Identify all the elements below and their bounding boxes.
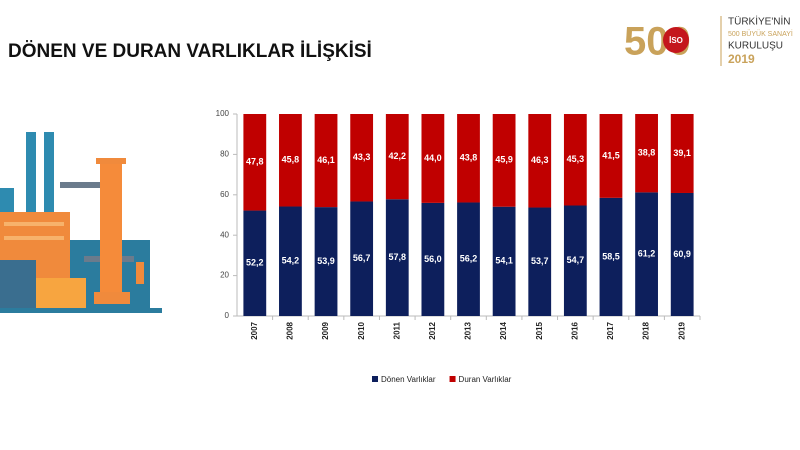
bar-segment: [635, 192, 658, 316]
bar-segment: [563, 114, 587, 206]
x-tick-label: 2017: [606, 321, 615, 339]
bar-segment: [635, 114, 658, 193]
factory-illustration: [0, 132, 162, 313]
logo-line1: TÜRKİYE'NİN: [728, 15, 790, 28]
value-label: 52,2: [246, 258, 264, 268]
bar-segment: [243, 210, 267, 316]
value-label: 43,3: [353, 152, 371, 162]
logo-line3: KURULUŞU: [728, 41, 783, 52]
bar-segment: [385, 114, 409, 200]
value-label: 58,5: [602, 251, 620, 261]
legend-swatch: [372, 376, 378, 382]
value-label: 53,7: [531, 256, 549, 266]
logo-badge: İSO: [669, 36, 683, 45]
bar-segment: [279, 114, 302, 207]
bar-segment: [314, 207, 338, 316]
value-label: 56,0: [424, 254, 442, 264]
bar-segment: [385, 199, 409, 316]
value-label: 56,2: [460, 254, 478, 264]
y-tick-label: 40: [220, 230, 229, 239]
y-tick-label: 80: [220, 150, 229, 159]
bar-segment: [670, 192, 694, 316]
bar-segment: [492, 206, 516, 316]
bar-segment: [599, 114, 623, 198]
logo-year: 2019: [728, 52, 755, 66]
bar-segment: [421, 202, 445, 316]
x-tick-label: 2014: [499, 321, 508, 339]
value-label: 54,7: [567, 255, 585, 265]
logo-line2: 500 BÜYÜK SANAYİ: [728, 29, 793, 38]
bar-segment: [528, 207, 552, 316]
x-tick-label: 2015: [535, 321, 544, 339]
logo: 500 İSO TÜRKİYE'NİN 500 BÜYÜK SANAYİ KUR…: [624, 15, 793, 67]
logo-badge-circle: [663, 27, 689, 53]
bar-segment: [457, 202, 480, 316]
value-label: 47,8: [246, 157, 264, 167]
bar-segment: [421, 114, 445, 203]
value-label: 60,9: [673, 249, 691, 259]
bar-segment: [670, 114, 694, 193]
slide-title: DÖNEN VE DURAN VARLIKLAR İLİŞKİSİ: [8, 41, 372, 62]
bar-segment: [563, 205, 587, 316]
bar-segment: [350, 114, 374, 202]
value-label: 56,7: [353, 253, 371, 263]
y-tick-label: 0: [225, 311, 230, 320]
x-tick-label: 2007: [250, 321, 259, 339]
x-tick-label: 2011: [392, 321, 401, 339]
bar-segment: [243, 114, 267, 211]
y-tick-label: 20: [220, 271, 229, 280]
x-tick-label: 2010: [357, 321, 366, 339]
value-label: 45,3: [567, 154, 585, 164]
bar-segment: [314, 114, 338, 208]
value-label: 45,8: [282, 155, 300, 165]
x-tick-label: 2012: [428, 321, 437, 339]
x-tick-label: 2013: [464, 321, 473, 339]
value-label: 54,2: [282, 256, 300, 266]
bar-segment: [279, 206, 302, 316]
value-label: 53,9: [317, 256, 335, 266]
value-label: 45,9: [495, 155, 513, 165]
x-tick-label: 2008: [286, 321, 295, 339]
value-label: 42,2: [389, 151, 407, 161]
legend-label: Duran Varlıklar: [459, 375, 512, 384]
y-tick-label: 60: [220, 190, 229, 199]
legend-label: Dönen Varlıklar: [381, 375, 436, 384]
bar-segment: [457, 114, 480, 203]
y-tick-label: 100: [216, 109, 230, 118]
bar-segment: [350, 201, 374, 316]
x-tick-label: 2016: [570, 321, 579, 339]
value-label: 38,8: [638, 148, 656, 158]
value-label: 39,1: [673, 148, 691, 158]
bar-segment: [528, 114, 552, 208]
value-label: 46,3: [531, 155, 549, 165]
value-label: 54,1: [495, 256, 513, 266]
value-label: 46,1: [317, 155, 335, 165]
value-label: 41,5: [602, 150, 620, 160]
value-label: 61,2: [638, 249, 656, 259]
bar-segment: [492, 114, 516, 207]
legend-swatch: [449, 376, 456, 382]
x-tick-label: 2019: [677, 321, 686, 339]
value-label: 57,8: [389, 252, 407, 262]
x-tick-label: 2018: [642, 321, 651, 339]
value-label: 44,0: [424, 153, 442, 163]
bar-segment: [599, 197, 623, 316]
value-label: 43,8: [460, 153, 478, 163]
x-tick-label: 2009: [321, 321, 330, 339]
